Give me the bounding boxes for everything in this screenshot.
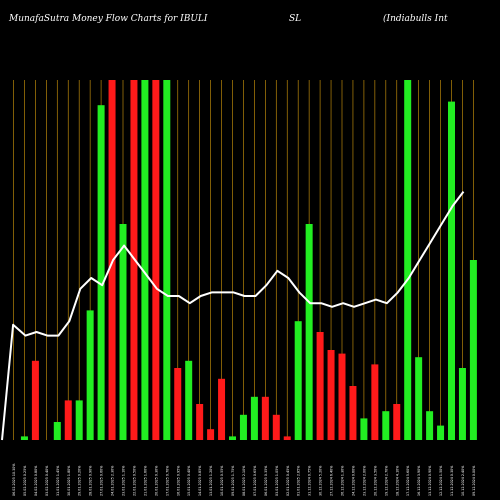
money-flow-line [1,190,465,441]
bar [327,350,335,440]
x-tick-label: 31.01.2025 1.45% [56,466,60,496]
x-tick-label: 03.02.2025 0.40% [45,466,49,496]
bar [415,357,423,440]
header-title: MunafaSutra Money Flow Charts for IBULI [8,14,208,24]
bar [437,425,445,440]
x-tick-label: 30.01.2025 1.80% [67,466,71,496]
x-tick-label: 29.01.2025 0.20% [78,466,82,496]
bar [426,411,434,440]
x-tick-label: 06.02.2025 10.30% [12,464,16,497]
x-tick-label: 16.12.2024 3.90% [417,466,421,496]
bar [97,105,105,440]
bar [163,80,171,440]
bar [75,400,83,440]
bar [371,364,379,440]
bar [338,353,346,440]
x-tick-label: 09.12.2024 0.00% [472,466,476,496]
x-tick-label: 15.01.2025 0.40% [187,466,191,496]
bar [316,332,324,440]
x-tick-label: 28.01.2025 0.90% [89,466,93,496]
x-tick-label: 06.01.2025 0.35% [264,466,268,496]
bar [469,260,477,440]
chart-header: MunafaSutra Money Flow Charts for IBULI … [8,13,448,24]
x-tick-label: 10.12.2024 2.40% [461,466,465,496]
x-tick-label: 02.01.2025 0.45% [286,466,290,496]
x-tick-label: 01.01.2025 2.85% [297,466,301,496]
x-tick-label: 17.12.2024 5.60% [406,466,410,496]
bar [31,360,39,440]
bar [239,414,247,440]
x-tick-label: 30.12.2024 5.20% [319,466,323,496]
bar [448,101,455,440]
bar [261,396,269,440]
x-tick-label: 07.01.2025 0.65% [253,466,257,496]
bar [294,321,302,440]
x-tick-label: 20.12.2024 3.50% [373,466,377,496]
bar [207,429,215,440]
x-tick-label: 13.12.2024 0.90% [428,466,432,496]
bar [119,224,127,440]
bar [229,436,236,440]
x-tick-label: 05.02.2025 0.25% [23,466,27,496]
bar [20,436,28,440]
bar [272,414,280,440]
bar [174,368,182,440]
bar [152,80,160,440]
x-tick-label: 04.02.2025 0.80% [34,466,38,496]
x-tick-label: 11.12.2024 0.30% [450,466,454,496]
x-tick-label: 22.01.2025 0.50% [132,466,136,496]
bar [404,80,412,440]
x-tick-label: 12.12.2024 1.50% [439,466,443,496]
bar [196,404,204,440]
bar [86,310,94,440]
x-tick-label: 27.01.2025 0.60% [100,466,104,496]
header-company: (Indiabulls Int [383,13,448,24]
bar [349,386,357,440]
bar [53,422,61,440]
x-tick-label: 13.01.2025 1.20% [209,466,213,496]
x-tick-label: 20.01.2025 0.30% [154,466,158,496]
x-tick-label: 24.01.2025 2.30% [111,466,115,496]
bar [360,418,368,440]
x-tick-label: 27.12.2024 6.40% [330,466,334,496]
x-tick-label: 26.12.2024 1.30% [341,466,345,496]
x-tick-label: 14.01.2025 0.85% [198,466,202,496]
x-tick-label: 16.01.2025 0.95% [176,466,180,496]
x-tick-label: 18.12.2024 4.10% [395,466,399,496]
x-tick-labels: 06.02.2025 10.30% 05.02.2025 0.25% 04.02.2… [12,464,476,497]
x-tick-label: 21.01.2025 1.60% [143,466,147,496]
bar [185,360,193,440]
x-tick-label: 10.01.2025 0.55% [220,466,224,496]
x-tick-label: 08.01.2025 2.10% [242,466,246,496]
bar [250,396,258,440]
x-tick-label: 24.12.2024 0.60% [351,466,355,496]
bar [458,368,466,440]
bar [64,400,72,440]
bar [283,436,291,440]
x-tick-label: 09.01.2025 1.75% [231,466,235,496]
x-tick-label: 23.12.2024 2.00% [362,466,366,496]
x-tick-label: 19.12.2024 2.70% [384,466,388,496]
bar [305,224,313,440]
x-tick-label: 23.01.2025 1.10% [122,466,126,496]
bar [393,404,401,440]
bar [218,378,226,440]
x-tick-label: 17.01.2025 0.70% [165,466,169,496]
x-tick-label: 03.01.2025 1.05% [275,466,279,496]
bar [141,80,149,440]
bar [382,411,390,440]
x-tick-label: 31.12.2024 0.75% [308,466,312,496]
header-symbol-suffix: SL [289,14,301,24]
